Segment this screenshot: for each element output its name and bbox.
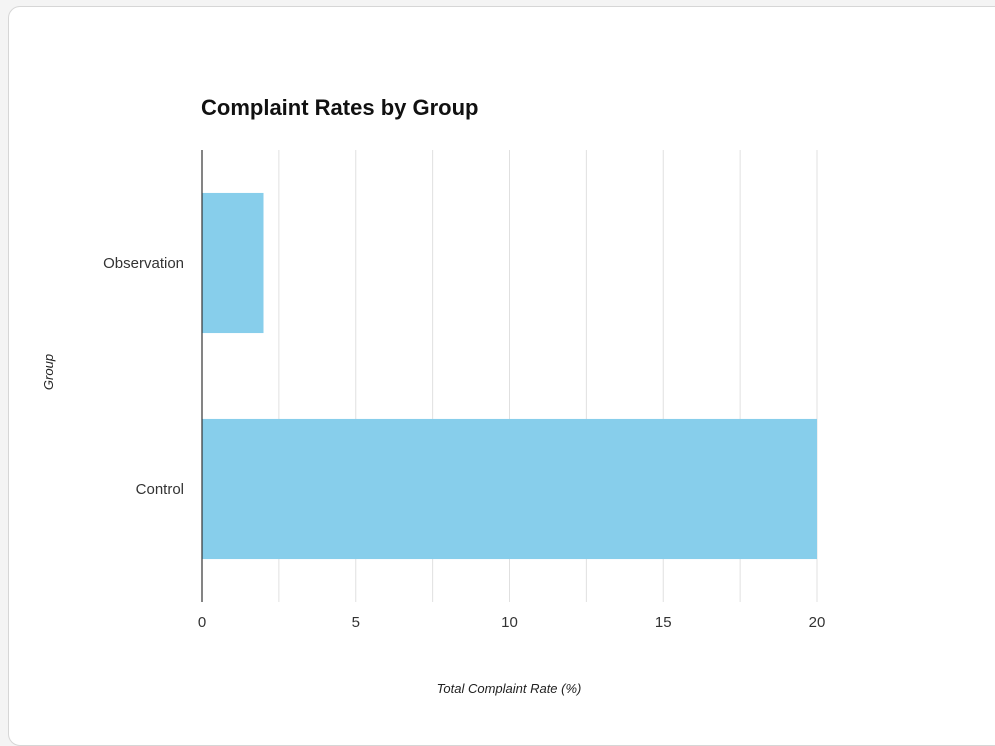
y-tick-labels: Observation Control (103, 255, 184, 498)
bar-observation[interactable] (202, 193, 264, 333)
chart-title: Complaint Rates by Group (201, 95, 478, 120)
y-axis-label: Group (41, 354, 56, 390)
x-axis-label: Total Complaint Rate (%) (437, 681, 582, 696)
x-tick-label: 20 (809, 614, 826, 631)
y-tick-label: Control (136, 481, 184, 498)
x-tick-label: 15 (655, 614, 672, 631)
x-tick-label: 5 (352, 614, 360, 631)
bar-control[interactable] (202, 419, 817, 559)
y-tick-label: Observation (103, 255, 184, 272)
x-tick-label: 10 (501, 614, 518, 631)
x-tick-label: 0 (198, 614, 206, 631)
x-tick-labels: 0 5 10 15 20 (198, 614, 826, 631)
